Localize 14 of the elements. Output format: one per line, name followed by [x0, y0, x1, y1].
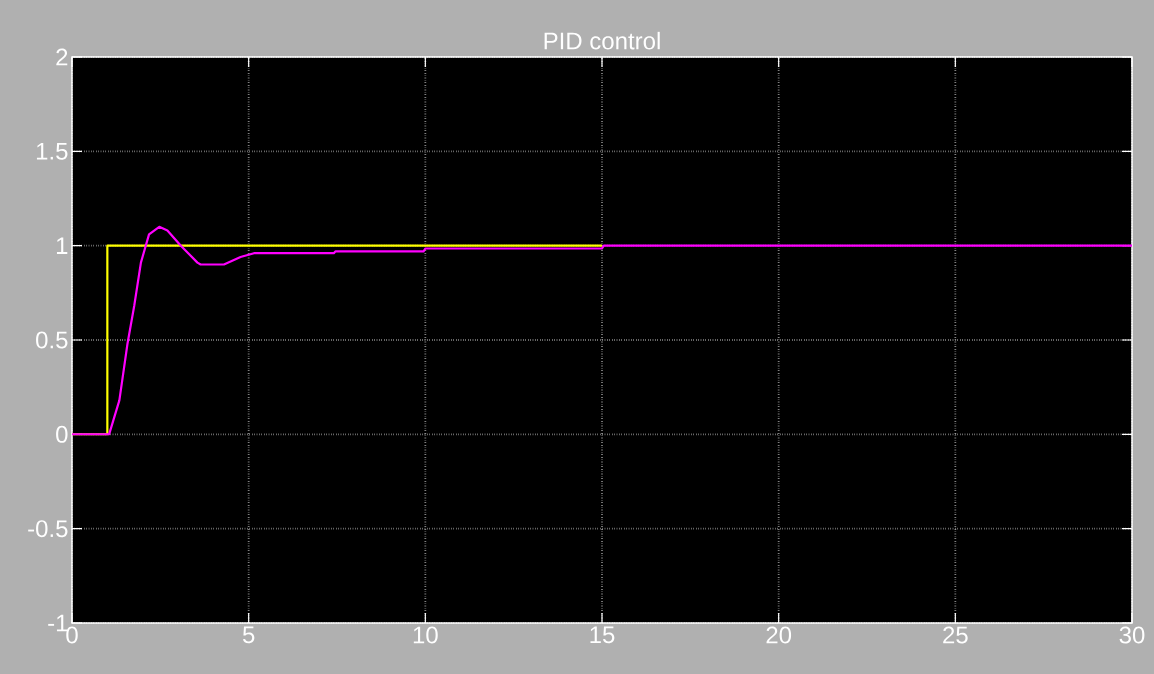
y-tick-label: 1.5 [36, 142, 68, 160]
x-tick-label: 20 [766, 626, 792, 644]
y-tick-label: 2 [56, 48, 68, 66]
chart-title: PID control [544, 31, 660, 50]
y-tick-label: -0.5 [28, 520, 68, 538]
y-tick-label: 0.5 [36, 331, 68, 349]
x-tick-label: 25 [943, 626, 968, 644]
x-tick-label: 15 [590, 626, 615, 644]
x-tick-label: 30 [1119, 626, 1145, 644]
y-tick-label: 1 [56, 237, 68, 254]
x-tick-label: 10 [413, 626, 438, 644]
x-tick-label: 5 [242, 626, 255, 644]
y-tick-label: 0 [56, 425, 68, 443]
y-tick-label: -1 [48, 614, 68, 632]
